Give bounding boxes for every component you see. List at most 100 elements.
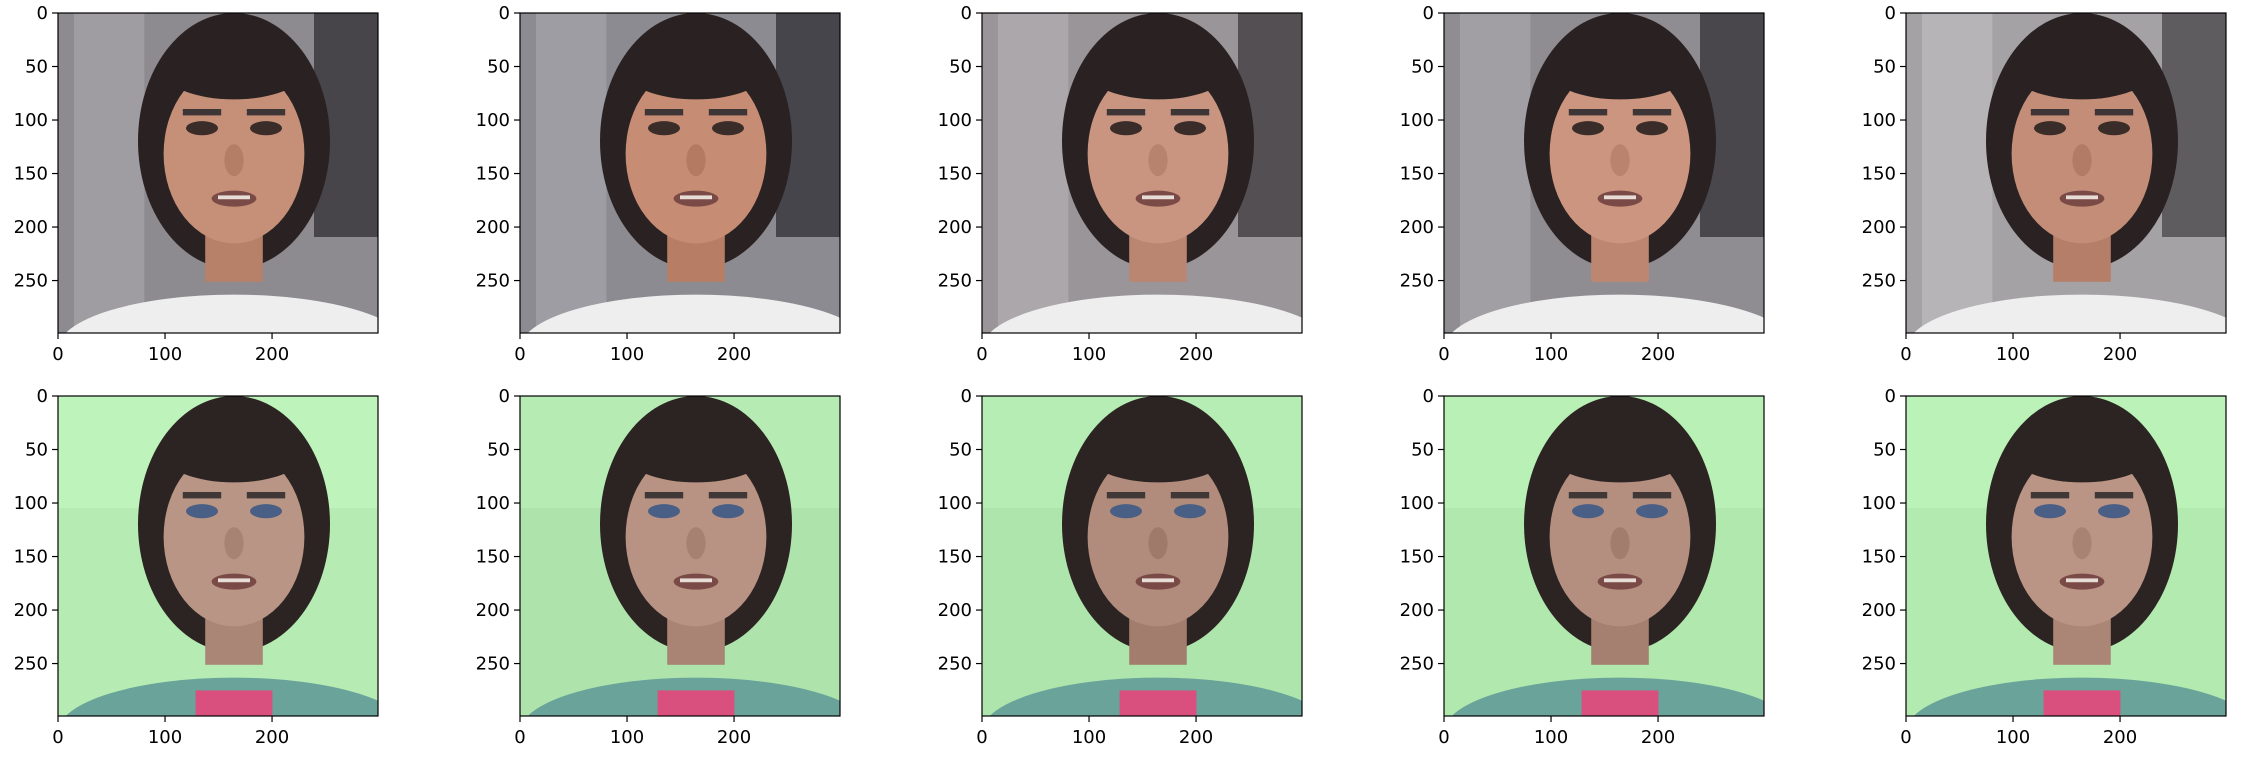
nose [686, 527, 706, 560]
y-tick-label: 200 [476, 217, 510, 238]
x-tick-label: 0 [1900, 727, 1911, 748]
hairline [625, 424, 767, 483]
y-tick-label: 0 [961, 386, 972, 407]
hairline [2011, 41, 2153, 100]
y-tick-label: 200 [1862, 217, 1896, 238]
pink-top [657, 690, 735, 716]
left-eyebrow [182, 109, 222, 116]
y-tick-label: 250 [1862, 271, 1896, 292]
right-eye [250, 504, 282, 519]
x-tick-label: 200 [1641, 344, 1675, 365]
nose [1610, 144, 1630, 177]
nose [224, 144, 244, 177]
shirt [65, 294, 378, 333]
left-eye [1572, 121, 1604, 136]
left-eye [186, 504, 218, 519]
right-eyebrow [1170, 109, 1210, 116]
y-tick-label: 150 [14, 164, 48, 185]
y-tick-label: 50 [1411, 57, 1434, 78]
right-eyebrow [2094, 109, 2134, 116]
pink-top [1581, 690, 1659, 716]
x-tick-label: 0 [1900, 344, 1911, 365]
y-tick-label: 100 [1862, 110, 1896, 131]
x-tick-label: 0 [1438, 727, 1449, 748]
panel-0-0: 0 50 100 150 200 250 0 100 200 [14, 3, 379, 365]
hairline [1087, 41, 1229, 100]
x-tick-label: 200 [1179, 344, 1213, 365]
shirt [1913, 294, 2226, 333]
y-tick-label: 250 [1400, 271, 1434, 292]
pink-top [2043, 690, 2121, 716]
right-eyebrow [2094, 492, 2134, 499]
right-eyebrow [1632, 109, 1672, 116]
y-tick-label: 250 [14, 654, 48, 675]
panel-0-1: 0 50 100 150 200 250 0 100 200 [476, 3, 841, 365]
teeth [680, 195, 712, 200]
y-tick-label: 0 [1423, 386, 1434, 407]
right-eye [250, 121, 282, 136]
panel-0-4: 0 50 100 150 200 250 0 100 200 [1862, 3, 2227, 365]
y-tick-label: 150 [14, 547, 48, 568]
x-tick-label: 100 [1534, 727, 1568, 748]
y-tick-label: 50 [487, 57, 510, 78]
y-tick-label: 100 [14, 110, 48, 131]
face-image [58, 13, 378, 333]
y-tick-label: 100 [938, 493, 972, 514]
face-image [982, 396, 1302, 716]
left-eye [1110, 504, 1142, 519]
x-tick-label: 0 [52, 727, 63, 748]
y-tick-label: 150 [1862, 164, 1896, 185]
x-tick-label: 100 [148, 344, 182, 365]
y-tick-label: 0 [499, 386, 510, 407]
door-panel [536, 13, 607, 333]
y-tick-label: 0 [961, 3, 972, 24]
nose [1148, 527, 1168, 560]
x-tick-label: 200 [2103, 344, 2137, 365]
y-tick-label: 200 [938, 217, 972, 238]
y-tick-label: 200 [1400, 217, 1434, 238]
shirt [989, 294, 1302, 333]
y-tick-label: 50 [1873, 57, 1896, 78]
left-eyebrow [644, 492, 684, 499]
x-tick-label: 100 [610, 344, 644, 365]
left-eyebrow [644, 109, 684, 116]
panel-1-3: 0 50 100 150 200 250 0 100 200 [1400, 386, 1765, 748]
pink-top [195, 690, 273, 716]
teeth [1604, 195, 1636, 200]
left-eyebrow [1106, 109, 1146, 116]
x-tick-label: 200 [2103, 727, 2137, 748]
y-tick-label: 150 [1862, 547, 1896, 568]
y-tick-label: 50 [25, 57, 48, 78]
pink-top [1119, 690, 1197, 716]
y-tick-label: 250 [1400, 654, 1434, 675]
y-tick-label: 150 [938, 164, 972, 185]
shirt [527, 294, 840, 333]
y-tick-label: 50 [949, 57, 972, 78]
y-tick-label: 200 [14, 217, 48, 238]
x-tick-label: 200 [255, 344, 289, 365]
y-tick-label: 100 [1400, 493, 1434, 514]
door-panel [74, 13, 145, 333]
hairline [2011, 424, 2153, 483]
nose [2072, 144, 2092, 177]
teeth [1142, 195, 1174, 200]
left-eye [2034, 121, 2066, 136]
x-tick-label: 0 [976, 727, 987, 748]
right-eyebrow [246, 492, 286, 499]
face-image [1444, 396, 1764, 716]
face-image [982, 13, 1302, 333]
right-eye [1636, 121, 1668, 136]
panel-0-3: 0 50 100 150 200 250 0 100 200 [1400, 3, 1765, 365]
shirt [1451, 294, 1764, 333]
y-tick-label: 100 [1862, 493, 1896, 514]
right-eyebrow [708, 492, 748, 499]
panel-0-2: 0 50 100 150 200 250 0 100 200 [938, 3, 1303, 365]
hairline [1549, 424, 1691, 483]
face-image [1906, 396, 2226, 716]
y-tick-label: 200 [1400, 600, 1434, 621]
y-tick-label: 50 [949, 440, 972, 461]
left-eyebrow [1568, 492, 1608, 499]
right-eye [2098, 504, 2130, 519]
nose [686, 144, 706, 177]
y-tick-label: 250 [476, 654, 510, 675]
